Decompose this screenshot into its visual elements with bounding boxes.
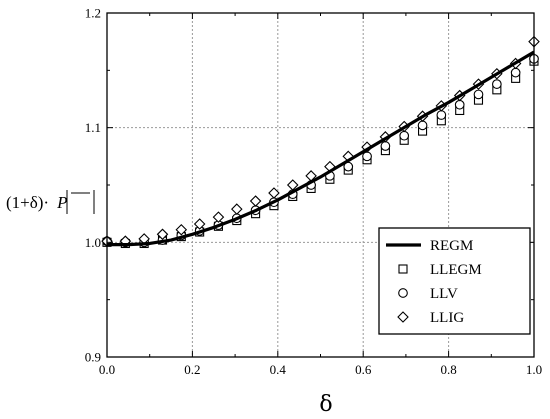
y-tick-label: 1.1 xyxy=(85,120,101,135)
legend-marker-square xyxy=(398,264,408,274)
y-tick-label: 0.9 xyxy=(85,350,101,365)
data-point-diamond xyxy=(268,187,280,199)
x-tick-label: 0.4 xyxy=(270,362,287,377)
data-point-circle xyxy=(473,89,484,100)
data-point-circle xyxy=(417,120,428,131)
data-point-diamond xyxy=(156,228,169,241)
y-axis-title-prefix: (1+δ)· xyxy=(6,193,49,212)
x-tick-label: 0.2 xyxy=(184,362,200,377)
y-tick-label: 1.0 xyxy=(85,235,101,250)
data-point-diamond xyxy=(249,195,262,207)
legend-item: LLEGM xyxy=(398,262,482,278)
series-layer xyxy=(101,35,540,249)
y-axis-title: (1+δ)· P xyxy=(6,190,95,214)
legend-item: LLIG xyxy=(397,310,464,326)
data-point-circle xyxy=(510,67,521,78)
x-tick-label: 0.0 xyxy=(99,362,115,377)
grid xyxy=(107,13,534,357)
series-line-regm xyxy=(107,50,535,247)
x-axis-title: δ xyxy=(319,392,332,417)
legend-label: LLV xyxy=(430,286,458,302)
data-point-circle xyxy=(399,130,410,141)
data-point-diamond xyxy=(212,211,225,223)
legend-item: REGM xyxy=(386,238,473,254)
legend-item: LLV xyxy=(398,286,458,302)
legend-label: LLIG xyxy=(430,310,464,326)
legend-label: LLEGM xyxy=(430,262,482,278)
data-point-circle xyxy=(492,79,502,89)
legend-marker-circle xyxy=(398,288,408,298)
svg-text:(1+δ)·P: (1+δ)· P xyxy=(6,193,67,212)
data-point-diamond xyxy=(175,223,188,236)
data-point-diamond xyxy=(231,203,243,215)
x-tick-label: 0.6 xyxy=(355,362,372,377)
y-axis-title-symbol: P xyxy=(56,193,67,212)
legend: REGM LLEGM LLV LLIG xyxy=(378,227,531,335)
data-point-circle xyxy=(436,110,447,120)
data-point-circle xyxy=(454,99,465,110)
data-point-circle xyxy=(362,151,372,162)
data-point-diamond xyxy=(286,179,299,191)
legend-marker-diamond xyxy=(397,311,409,323)
x-tick-label: 0.8 xyxy=(440,362,456,377)
axis-ticks: 0.0 0.2 0.4 0.6 0.8 1.0 0.9 1.0 1.1 1.2 xyxy=(85,6,542,378)
data-point-diamond xyxy=(193,218,206,230)
x-tick-label: 1.0 xyxy=(526,362,542,377)
legend-label: REGM xyxy=(430,238,473,254)
data-point-circle xyxy=(380,141,391,151)
y-tick-label: 1.2 xyxy=(85,6,101,21)
